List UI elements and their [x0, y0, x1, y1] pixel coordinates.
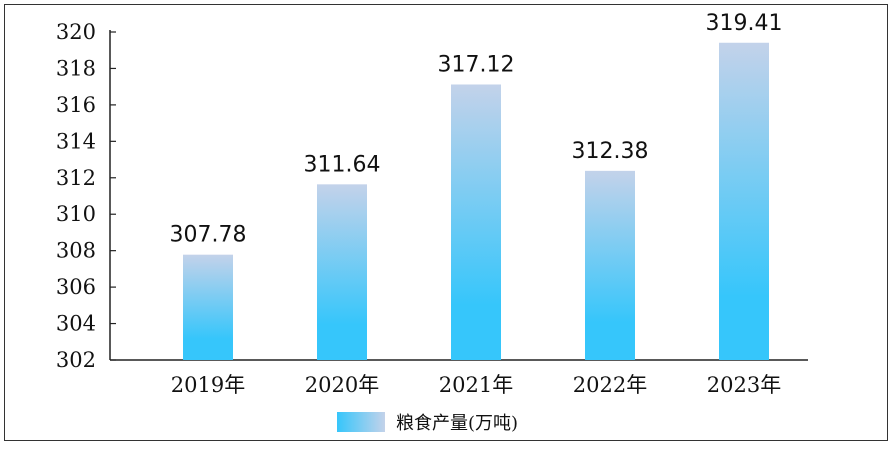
x-tick-label: 2023年	[707, 373, 781, 397]
x-tick-label: 2021年	[439, 373, 513, 397]
y-tick-label: 314	[56, 129, 96, 153]
x-tick-label: 2019年	[171, 373, 245, 397]
bar	[183, 254, 233, 360]
y-tick-label: 318	[56, 56, 96, 80]
data-label: 311.64	[304, 152, 381, 177]
y-tick-label: 308	[56, 239, 96, 263]
y-tick-label: 316	[56, 93, 96, 117]
bars	[183, 42, 769, 361]
data-labels: 307.78 311.64 317.12 312.38 319.41	[170, 11, 783, 248]
y-tick-label: 310	[56, 202, 96, 226]
x-tick-label: 2022年	[573, 373, 647, 397]
legend: 粮食产量(万吨)	[337, 412, 518, 434]
y-axis: 302 304 306 308 310 312 314 316 318 320	[56, 20, 116, 372]
bar	[585, 170, 635, 360]
x-tick-label: 2020年	[305, 373, 379, 397]
bar	[451, 84, 501, 360]
legend-swatch	[337, 412, 385, 432]
y-tick-label: 312	[56, 166, 96, 190]
bar	[317, 184, 367, 360]
data-label: 317.12	[438, 52, 515, 77]
legend-label: 粮食产量(万吨)	[396, 413, 518, 434]
y-tick-label: 320	[56, 20, 96, 44]
x-axis: 2019年 2020年 2021年 2022年 2023年	[110, 359, 808, 397]
y-tick-label: 304	[56, 312, 96, 336]
bar	[719, 42, 769, 361]
data-label: 307.78	[170, 223, 247, 248]
y-tick-label: 302	[56, 348, 96, 372]
y-tick-label: 306	[56, 275, 96, 299]
data-label: 312.38	[572, 139, 649, 164]
data-label: 319.41	[706, 11, 783, 36]
